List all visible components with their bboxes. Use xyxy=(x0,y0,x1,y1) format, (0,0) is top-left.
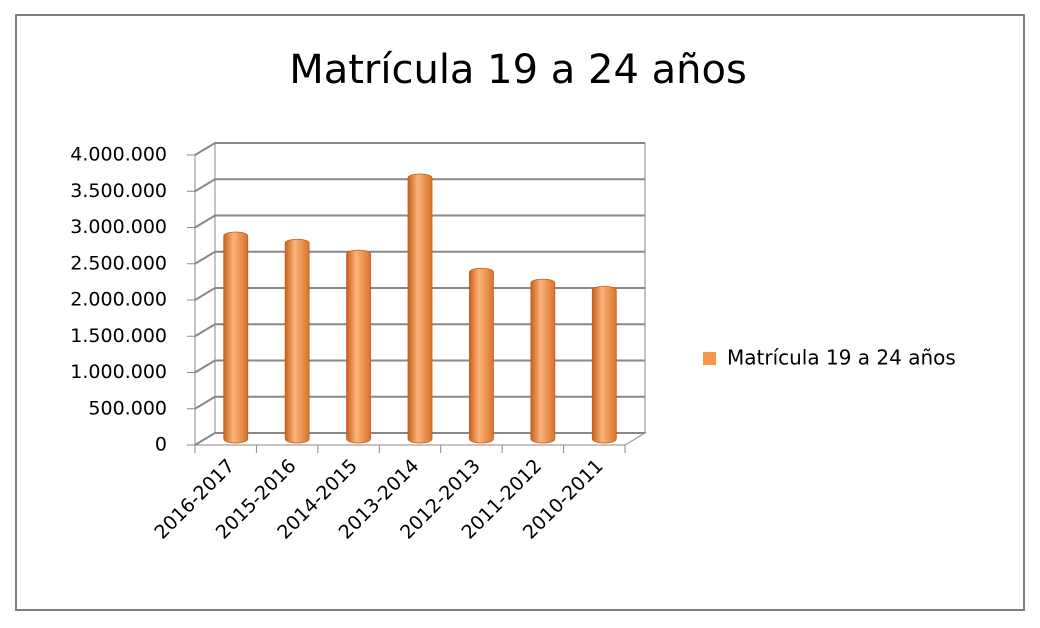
grid-line xyxy=(194,142,645,156)
bar xyxy=(346,249,371,444)
grid-line xyxy=(194,359,645,374)
bar xyxy=(530,278,556,444)
legend-label: Matrícula 19 a 24 años xyxy=(727,346,956,370)
y-tick-label: 2.000.000 xyxy=(70,289,167,311)
legend-swatch xyxy=(703,352,716,365)
grid-line xyxy=(194,395,645,410)
grid-line xyxy=(194,287,645,301)
y-tick-label: 1.500.000 xyxy=(70,325,167,347)
y-tick-label: 3.500.000 xyxy=(70,180,167,202)
y-tick-label: 500.000 xyxy=(88,397,167,419)
y-tick-label: 2.500.000 xyxy=(70,252,167,274)
chart-border xyxy=(15,14,1025,611)
y-tick-label: 3.000.000 xyxy=(70,216,167,238)
grid-line xyxy=(194,214,645,229)
bar xyxy=(284,238,310,444)
grid-line xyxy=(194,178,645,193)
y-tick-label: 0 xyxy=(155,434,167,456)
bar xyxy=(591,285,617,444)
grid-line xyxy=(194,432,645,446)
bar xyxy=(223,231,249,444)
grid-line xyxy=(194,323,645,338)
chart-title: Matrícula 19 a 24 años xyxy=(289,47,747,93)
bar xyxy=(469,267,494,444)
bar xyxy=(407,173,433,444)
y-tick-label: 4.000.000 xyxy=(70,144,167,166)
y-tick-label: 1.000.000 xyxy=(70,361,167,383)
grid-line xyxy=(194,250,645,265)
